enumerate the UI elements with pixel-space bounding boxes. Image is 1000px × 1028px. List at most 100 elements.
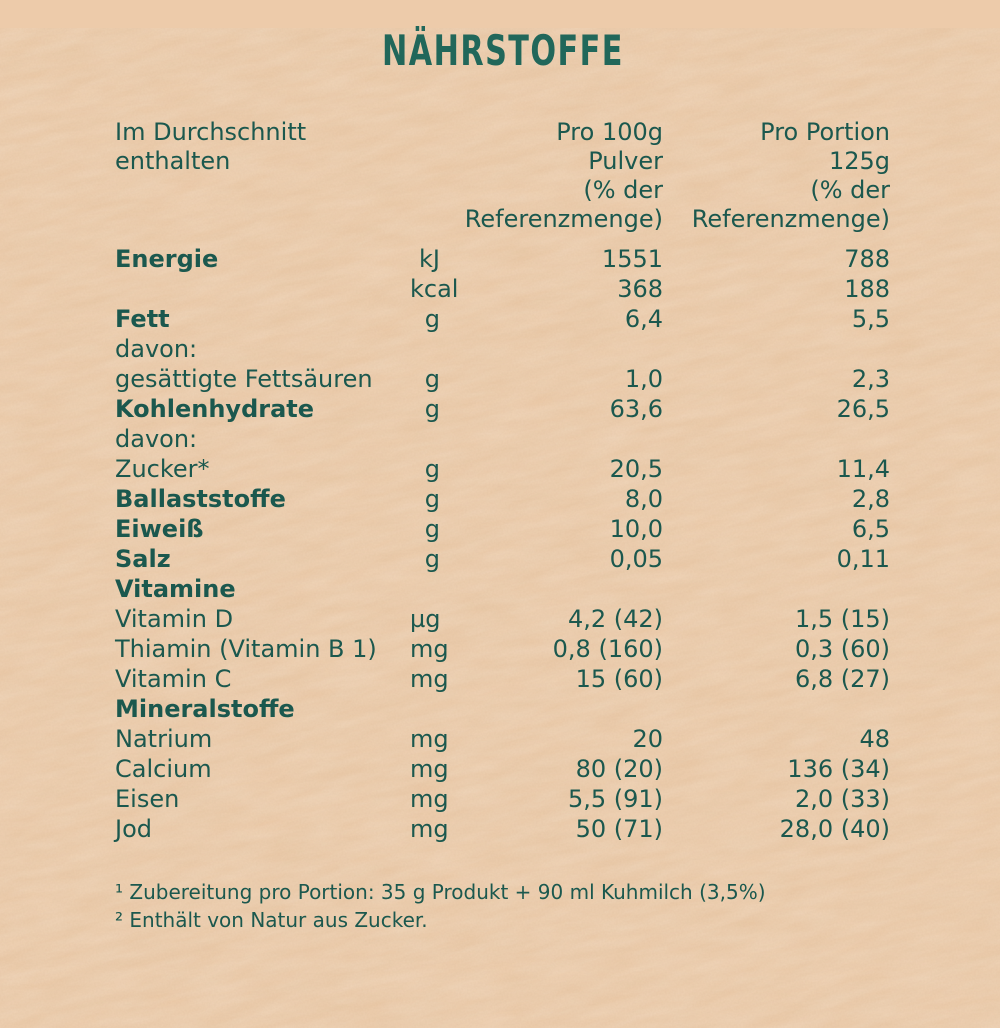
row-label [115, 274, 410, 304]
page-title-text: NÄHRSTOFFE [381, 26, 624, 75]
row-unit [410, 694, 440, 724]
row-value-per-100g: 15 (60) [575, 665, 663, 693]
row-value-per-portion: 26,5 [836, 395, 890, 423]
row-value-per-100g [440, 334, 663, 364]
footnote-preparation: ¹ Zubereitung pro Portion: 35 g Produkt … [115, 880, 766, 904]
row-label: Jod [115, 815, 152, 843]
row-value-per-portion: 28,0 (40) [779, 815, 890, 843]
row-value-per-portion: 6,8 (27) [794, 665, 890, 693]
row-value-per-portion [663, 334, 890, 364]
table-header: Im Durchschnitt enthalten Pro 100g Pulve… [115, 118, 890, 234]
row-value-per-100g: 5,5 (91) [567, 785, 663, 813]
row-label: Zucker* [115, 455, 210, 483]
row-value-per-100g [440, 694, 663, 724]
table-row: Salz g 0,05 0,11 [115, 544, 890, 574]
row-value-per-100g: 0,8 (160) [552, 635, 663, 663]
row-label: Eisen [115, 785, 180, 813]
row-unit: g [424, 395, 440, 423]
row-value-per-100g: 8,0 [624, 485, 663, 513]
row-value-per-100g: 10,0 [609, 515, 663, 543]
row-label: Mineralstoffe [115, 695, 295, 723]
footnote-natural-sugar: ² Enthält von Natur aus Zucker. [115, 908, 428, 932]
row-value-per-portion: 6,5 [851, 515, 890, 543]
row-unit: mg [410, 755, 449, 783]
row-value-per-portion: 11,4 [836, 455, 890, 483]
table-row: Mineralstoffe [115, 694, 890, 724]
row-unit: mg [410, 635, 449, 663]
row-value-per-portion: 0,3 (60) [794, 635, 890, 663]
table-row: Zucker* g 20,5 11,4 [115, 454, 890, 484]
row-unit: mg [410, 785, 449, 813]
table-row: kcal 368 188 [115, 274, 890, 304]
row-value-per-100g: 1551 [601, 245, 663, 273]
table-body: Energie kJ 1551 788 kcal 368 188 Fett g … [115, 244, 890, 844]
row-unit: g [424, 455, 440, 483]
row-unit: mg [410, 815, 449, 843]
table-row: Vitamin D µg 4,2 (42) 1,5 (15) [115, 604, 890, 634]
row-value-per-portion: 788 [844, 245, 890, 273]
row-unit: g [424, 485, 440, 513]
row-unit: g [424, 365, 440, 393]
row-label: Thiamin (Vitamin B 1) [115, 635, 377, 663]
row-label: Calcium [115, 755, 212, 783]
row-value-per-100g: 63,6 [609, 395, 663, 423]
row-value-per-100g [440, 424, 663, 454]
row-value-per-100g: 4,2 (42) [567, 605, 663, 633]
row-value-per-100g: 6,4 [624, 305, 663, 333]
row-value-per-portion: 2,8 [851, 485, 890, 513]
row-value-per-portion [663, 574, 890, 604]
row-value-per-portion: 2,3 [851, 365, 890, 393]
nutrition-label: NÄHRSTOFFE Im Durchschnitt enthalten Pro… [0, 28, 890, 934]
row-label: Vitamin D [115, 605, 234, 633]
row-label: Natrium [115, 725, 213, 753]
table-row: davon: [115, 424, 890, 454]
table-row: Vitamin C mg 15 (60) 6,8 (27) [115, 664, 890, 694]
row-value-per-100g: 50 (71) [575, 815, 663, 843]
row-value-per-100g: 20,5 [609, 455, 663, 483]
row-label: davon: [115, 425, 198, 453]
row-unit: g [424, 515, 440, 543]
table-row: Calcium mg 80 (20) 136 (34) [115, 754, 890, 784]
row-unit [410, 334, 440, 364]
header-average-contained: Im Durchschnitt enthalten [115, 118, 307, 175]
row-value-per-100g: 80 (20) [575, 755, 663, 783]
table-row: Vitamine [115, 574, 890, 604]
row-unit: mg [410, 725, 449, 753]
row-value-per-100g: 368 [617, 275, 663, 303]
row-unit: µg [410, 605, 441, 633]
table-row: Ballaststoffe g 8,0 2,8 [115, 484, 890, 514]
table-row: Eisen mg 5,5 (91) 2,0 (33) [115, 784, 890, 814]
table-row: Natrium mg 20 48 [115, 724, 890, 754]
row-label: Fett [115, 305, 170, 333]
page-title: NÄHRSTOFFE [115, 28, 890, 74]
row-value-per-100g: 20 [632, 725, 663, 753]
nutrition-table: Im Durchschnitt enthalten Pro 100g Pulve… [115, 118, 890, 844]
row-value-per-portion: 2,0 (33) [794, 785, 890, 813]
row-value-per-portion: 188 [844, 275, 890, 303]
row-label: Eiweiß [115, 515, 204, 543]
row-label: Energie [115, 245, 219, 273]
table-row: Energie kJ 1551 788 [115, 244, 890, 274]
table-row: Eiweiß g 10,0 6,5 [115, 514, 890, 544]
row-label: Ballaststoffe [115, 485, 286, 513]
row-label: Salz [115, 545, 171, 573]
row-value-per-portion [663, 694, 890, 724]
row-label: gesättigte Fettsäuren [115, 365, 373, 393]
header-per-portion: Pro Portion 125g (% der Referenzmenge) [691, 118, 890, 233]
row-value-per-portion: 48 [859, 725, 890, 753]
row-value-per-portion: 1,5 (15) [794, 605, 890, 633]
row-unit: kJ [419, 245, 440, 273]
table-row: Kohlenhydrate g 63,6 26,5 [115, 394, 890, 424]
row-unit [410, 424, 440, 454]
row-label: Kohlenhydrate [115, 395, 315, 423]
row-unit [410, 574, 440, 604]
header-per-100g: Pro 100g Pulver (% der Referenzmenge) [464, 118, 663, 233]
row-unit: kcal [410, 275, 459, 303]
row-label: Vitamin C [115, 665, 232, 693]
footnotes: ¹ Zubereitung pro Portion: 35 g Produkt … [115, 878, 890, 934]
row-value-per-100g [440, 574, 663, 604]
table-row: Fett g 6,4 5,5 [115, 304, 890, 334]
row-value-per-portion: 0,11 [836, 545, 890, 573]
row-value-per-portion [663, 424, 890, 454]
table-row: davon: [115, 334, 890, 364]
